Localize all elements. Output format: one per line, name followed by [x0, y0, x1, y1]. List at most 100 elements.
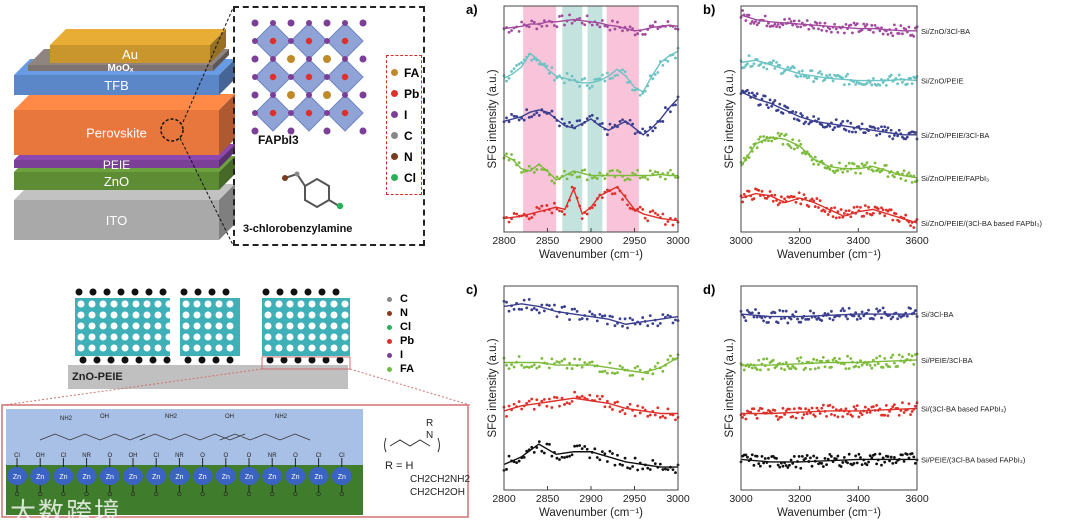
data-point: [558, 404, 561, 408]
data-point: [553, 303, 556, 307]
data-point: [545, 112, 549, 115]
data-point: [817, 409, 820, 413]
data-point: [656, 324, 660, 328]
zn-atom: [239, 467, 259, 485]
data-point: [520, 20, 524, 24]
grain-site: [204, 344, 212, 352]
data-point: [807, 75, 811, 79]
data-point: [846, 27, 849, 30]
data-point: [749, 363, 753, 367]
data-point: [741, 416, 745, 419]
data-point: [817, 163, 820, 166]
data-point: [901, 355, 904, 359]
data-point: [844, 367, 848, 371]
data-point: [598, 458, 602, 462]
grain-site: [226, 300, 234, 308]
data-point: [555, 315, 559, 319]
data-point: [804, 152, 807, 156]
series-label: Si/ZnO/3Cl-BA: [921, 27, 970, 36]
data-point: [854, 408, 858, 411]
oxygen-atom: [246, 491, 252, 497]
layer-front-face: [14, 172, 219, 190]
data-point: [899, 24, 903, 28]
data-point: [894, 77, 898, 80]
data-point: [847, 306, 851, 310]
data-point: [847, 82, 851, 86]
data-point: [810, 119, 814, 123]
data-point: [744, 453, 748, 457]
data-point: [573, 19, 577, 23]
data-point: [600, 394, 604, 398]
data-point: [510, 217, 513, 221]
data-point: [618, 410, 622, 414]
data-point: [825, 125, 828, 129]
benzene-ring: [304, 177, 330, 209]
data-point: [778, 309, 782, 312]
data-point: [812, 357, 816, 361]
series-line: [740, 91, 917, 136]
data-point: [757, 358, 761, 362]
data-point: [527, 217, 531, 221]
data-point: [875, 462, 879, 466]
grain-site: [154, 300, 162, 308]
data-point: [646, 371, 650, 375]
data-point: [767, 368, 770, 371]
data-point: [510, 29, 513, 32]
molecule-head: [294, 356, 302, 364]
data-point: [605, 188, 609, 192]
data-point: [633, 414, 637, 418]
data-point: [813, 205, 817, 208]
data-point: [621, 118, 624, 122]
data-point: [643, 130, 647, 133]
data-point: [841, 307, 845, 310]
data-point: [873, 408, 877, 412]
data-point: [505, 116, 508, 120]
data-point: [888, 28, 891, 32]
data-point: [783, 197, 786, 201]
layer-au: Au: [50, 29, 226, 63]
data-point: [894, 212, 898, 216]
data-point: [611, 408, 614, 411]
data-point: [807, 27, 811, 31]
data-point: [605, 460, 609, 463]
data-point: [889, 356, 893, 359]
data-point: [760, 316, 764, 320]
grain-site: [143, 322, 151, 330]
data-point: [784, 133, 788, 136]
grain-site: [99, 311, 107, 319]
data-point: [651, 372, 655, 376]
data-point: [633, 209, 637, 212]
data-point: [896, 317, 900, 321]
data-point: [568, 198, 571, 202]
data-point: [623, 178, 627, 182]
data-point: [841, 120, 845, 123]
data-point: [633, 322, 637, 326]
data-point: [593, 447, 597, 451]
data-point: [889, 407, 893, 411]
data-point: [583, 211, 587, 214]
data-point: [794, 110, 798, 114]
data-point: [613, 192, 617, 195]
data-point: [540, 204, 544, 208]
data-point: [830, 76, 833, 80]
data-point: [547, 397, 551, 401]
data-point: [815, 358, 819, 362]
data-point: [537, 311, 541, 315]
data-point: [872, 405, 875, 409]
data-point: [611, 315, 614, 319]
data-point: [641, 127, 645, 131]
data-point: [510, 408, 513, 412]
data-point: [836, 30, 840, 34]
data-point: [646, 133, 650, 137]
data-point: [507, 404, 511, 408]
data-point: [522, 169, 526, 173]
data-point: [618, 69, 622, 73]
legend-item-fa: FA: [391, 62, 419, 83]
grain-site: [132, 322, 140, 330]
data-point: [796, 75, 799, 79]
data-point: [767, 456, 770, 460]
data-point: [626, 80, 629, 84]
iodine-atom: [323, 19, 331, 27]
data-point: [578, 84, 582, 88]
data-point: [626, 177, 629, 181]
